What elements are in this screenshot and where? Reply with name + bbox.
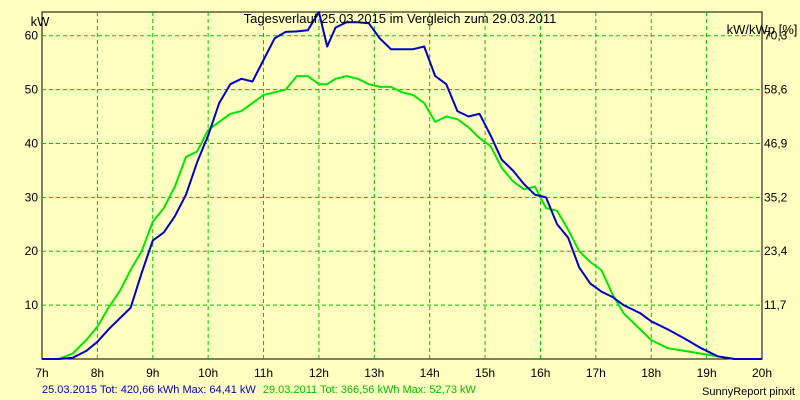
plot-area <box>41 11 763 360</box>
footer-series2: 29.03.2011 Tot: 366,56 kWh Max: 52,73 kW <box>263 384 477 396</box>
x-tick-label: 17h <box>586 366 606 380</box>
y-tick-label-left: 50 <box>25 83 39 97</box>
y-axis-label-right: kW/kWp [%] <box>727 22 798 37</box>
x-tick-label: 7h <box>35 366 48 380</box>
tick-labels: 7h 8h 9h 10h 11h 12h 13h 14h 15h 16h 17h 18h 19h 20h 1… <box>25 29 788 380</box>
series-line-2 <box>42 75 762 360</box>
y-tick-label-left: 30 <box>25 190 39 204</box>
x-tick-label: 20h <box>752 366 772 380</box>
y-tick-label-right: 23,4 <box>764 244 788 258</box>
x-tick-label: 10h <box>198 366 218 380</box>
x-tick-label: 15h <box>475 366 495 380</box>
y-tick-label-right: 11,7 <box>764 298 787 312</box>
footer-series1: 25.03.2015 Tot: 420,66 kWh Max: 64,41 kW <box>42 384 256 396</box>
series-line-1 <box>42 11 762 360</box>
x-tick-label: 16h <box>530 366 550 380</box>
x-tick-label: 18h <box>641 366 661 380</box>
y-tick-label-left: 10 <box>25 298 39 312</box>
x-tick-label: 12h <box>309 366 329 380</box>
y-tick-label-left: 20 <box>25 244 39 258</box>
y-tick-label-left: 60 <box>25 29 39 43</box>
x-tick-label: 9h <box>146 366 159 380</box>
x-tick-label: 19h <box>697 366 717 380</box>
series-lines <box>42 11 762 360</box>
y-tick-label-right: 35,2 <box>764 190 788 204</box>
y-tick-label-right: 58,6 <box>764 83 788 97</box>
footer-legend: 25.03.2015 Tot: 420,66 kWh Max: 64,41 kW… <box>42 384 476 396</box>
gridlines <box>42 12 762 359</box>
y-axis-label-left: kW <box>31 14 51 29</box>
x-tick-label: 14h <box>420 366 440 380</box>
chart-title: Tagesverlauf 25.03.2015 im Vergleich zum… <box>244 11 557 26</box>
y-tick-label-right: 46,9 <box>764 136 788 150</box>
y-tick-label-right: 70,3 <box>764 29 788 43</box>
x-tick-label: 11h <box>254 366 273 380</box>
x-tick-label: 13h <box>364 366 384 380</box>
x-tick-label: 8h <box>91 366 104 380</box>
y-tick-label-left: 40 <box>25 136 39 150</box>
footer-credit: SunnyReport pinxit <box>702 386 795 398</box>
